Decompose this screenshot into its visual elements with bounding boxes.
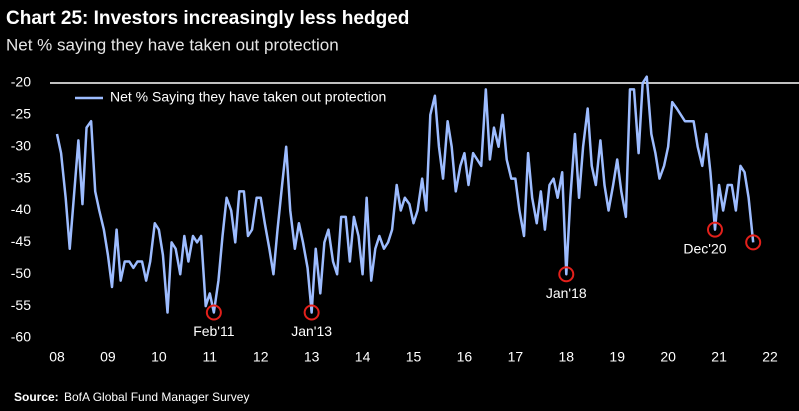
chart-subtitle: Net % saying they have taken out protect… — [6, 35, 339, 54]
y-tick-label: -60 — [11, 329, 31, 345]
y-tick-label: -35 — [11, 169, 31, 185]
annotation: Jan'13 — [291, 323, 332, 339]
y-tick-label: -25 — [11, 106, 31, 122]
x-tick-label: 12 — [253, 349, 269, 365]
y-tick-label: -20 — [11, 74, 31, 90]
x-tick-label: 10 — [151, 349, 167, 365]
x-tick-label: 11 — [203, 349, 218, 365]
x-tick-label: 15 — [406, 349, 422, 365]
annotation: Jan'18 — [546, 285, 587, 301]
x-tick-label: 22 — [762, 349, 778, 365]
y-tick-label: -50 — [11, 265, 31, 281]
highlight-circle — [205, 304, 222, 321]
highlight-circle — [745, 234, 762, 251]
annotation: Dec'20 — [683, 240, 726, 256]
source: BofA Global Fund Manager Survey — [64, 390, 249, 404]
chart-title: Chart 25: Investors increasingly less he… — [6, 8, 409, 29]
highlight-circle — [558, 266, 575, 283]
x-tick-label: 16 — [457, 349, 473, 365]
highlight-circle — [706, 221, 723, 238]
source-label: Source: — [14, 390, 59, 404]
y-tick-label: -45 — [11, 233, 31, 249]
x-tick-label: 08 — [49, 349, 65, 365]
x-tick-label: 17 — [508, 349, 524, 365]
y-tick-label: -55 — [11, 297, 31, 313]
x-tick-label: 19 — [609, 349, 625, 365]
x-tick-label: 14 — [355, 349, 371, 365]
x-tick-label: 21 — [711, 349, 727, 365]
y-tick-label: -30 — [11, 137, 31, 153]
highlight-circle — [303, 304, 320, 321]
x-tick-label: 20 — [660, 349, 676, 365]
x-tick-label: 18 — [558, 349, 574, 365]
x-tick-label: 09 — [100, 349, 116, 365]
x-tick-label: 13 — [304, 349, 320, 365]
annotation: Feb'11 — [193, 323, 235, 339]
legend-label: Net % Saying they have taken out protect… — [110, 89, 386, 105]
y-tick-label: -40 — [11, 201, 31, 217]
data-line — [55, 75, 755, 314]
